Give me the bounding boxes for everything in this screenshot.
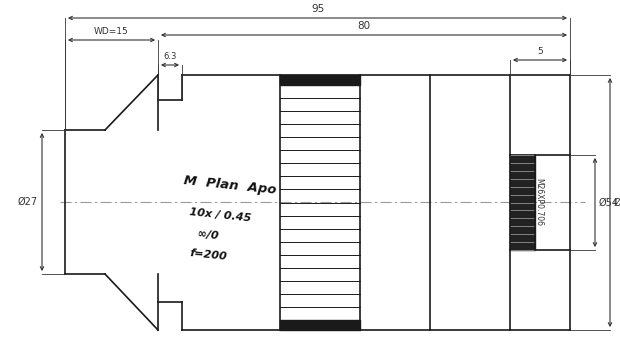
Text: 5: 5 [537, 47, 543, 56]
Text: 95: 95 [311, 4, 324, 14]
Text: WD=15: WD=15 [94, 27, 129, 36]
Text: M26XP0.706: M26XP0.706 [534, 178, 544, 227]
Text: ∞/0: ∞/0 [197, 229, 219, 241]
Text: 10x / 0.45: 10x / 0.45 [188, 207, 251, 223]
Text: 80: 80 [358, 21, 371, 31]
Text: f=200: f=200 [189, 248, 227, 262]
Text: 6.3: 6.3 [163, 52, 177, 61]
Text: Ø27: Ø27 [18, 197, 38, 207]
Text: Ø54: Ø54 [599, 198, 619, 207]
Text: Ø56: Ø56 [614, 198, 620, 207]
Text: M  Plan  Apo: M Plan Apo [183, 174, 277, 196]
